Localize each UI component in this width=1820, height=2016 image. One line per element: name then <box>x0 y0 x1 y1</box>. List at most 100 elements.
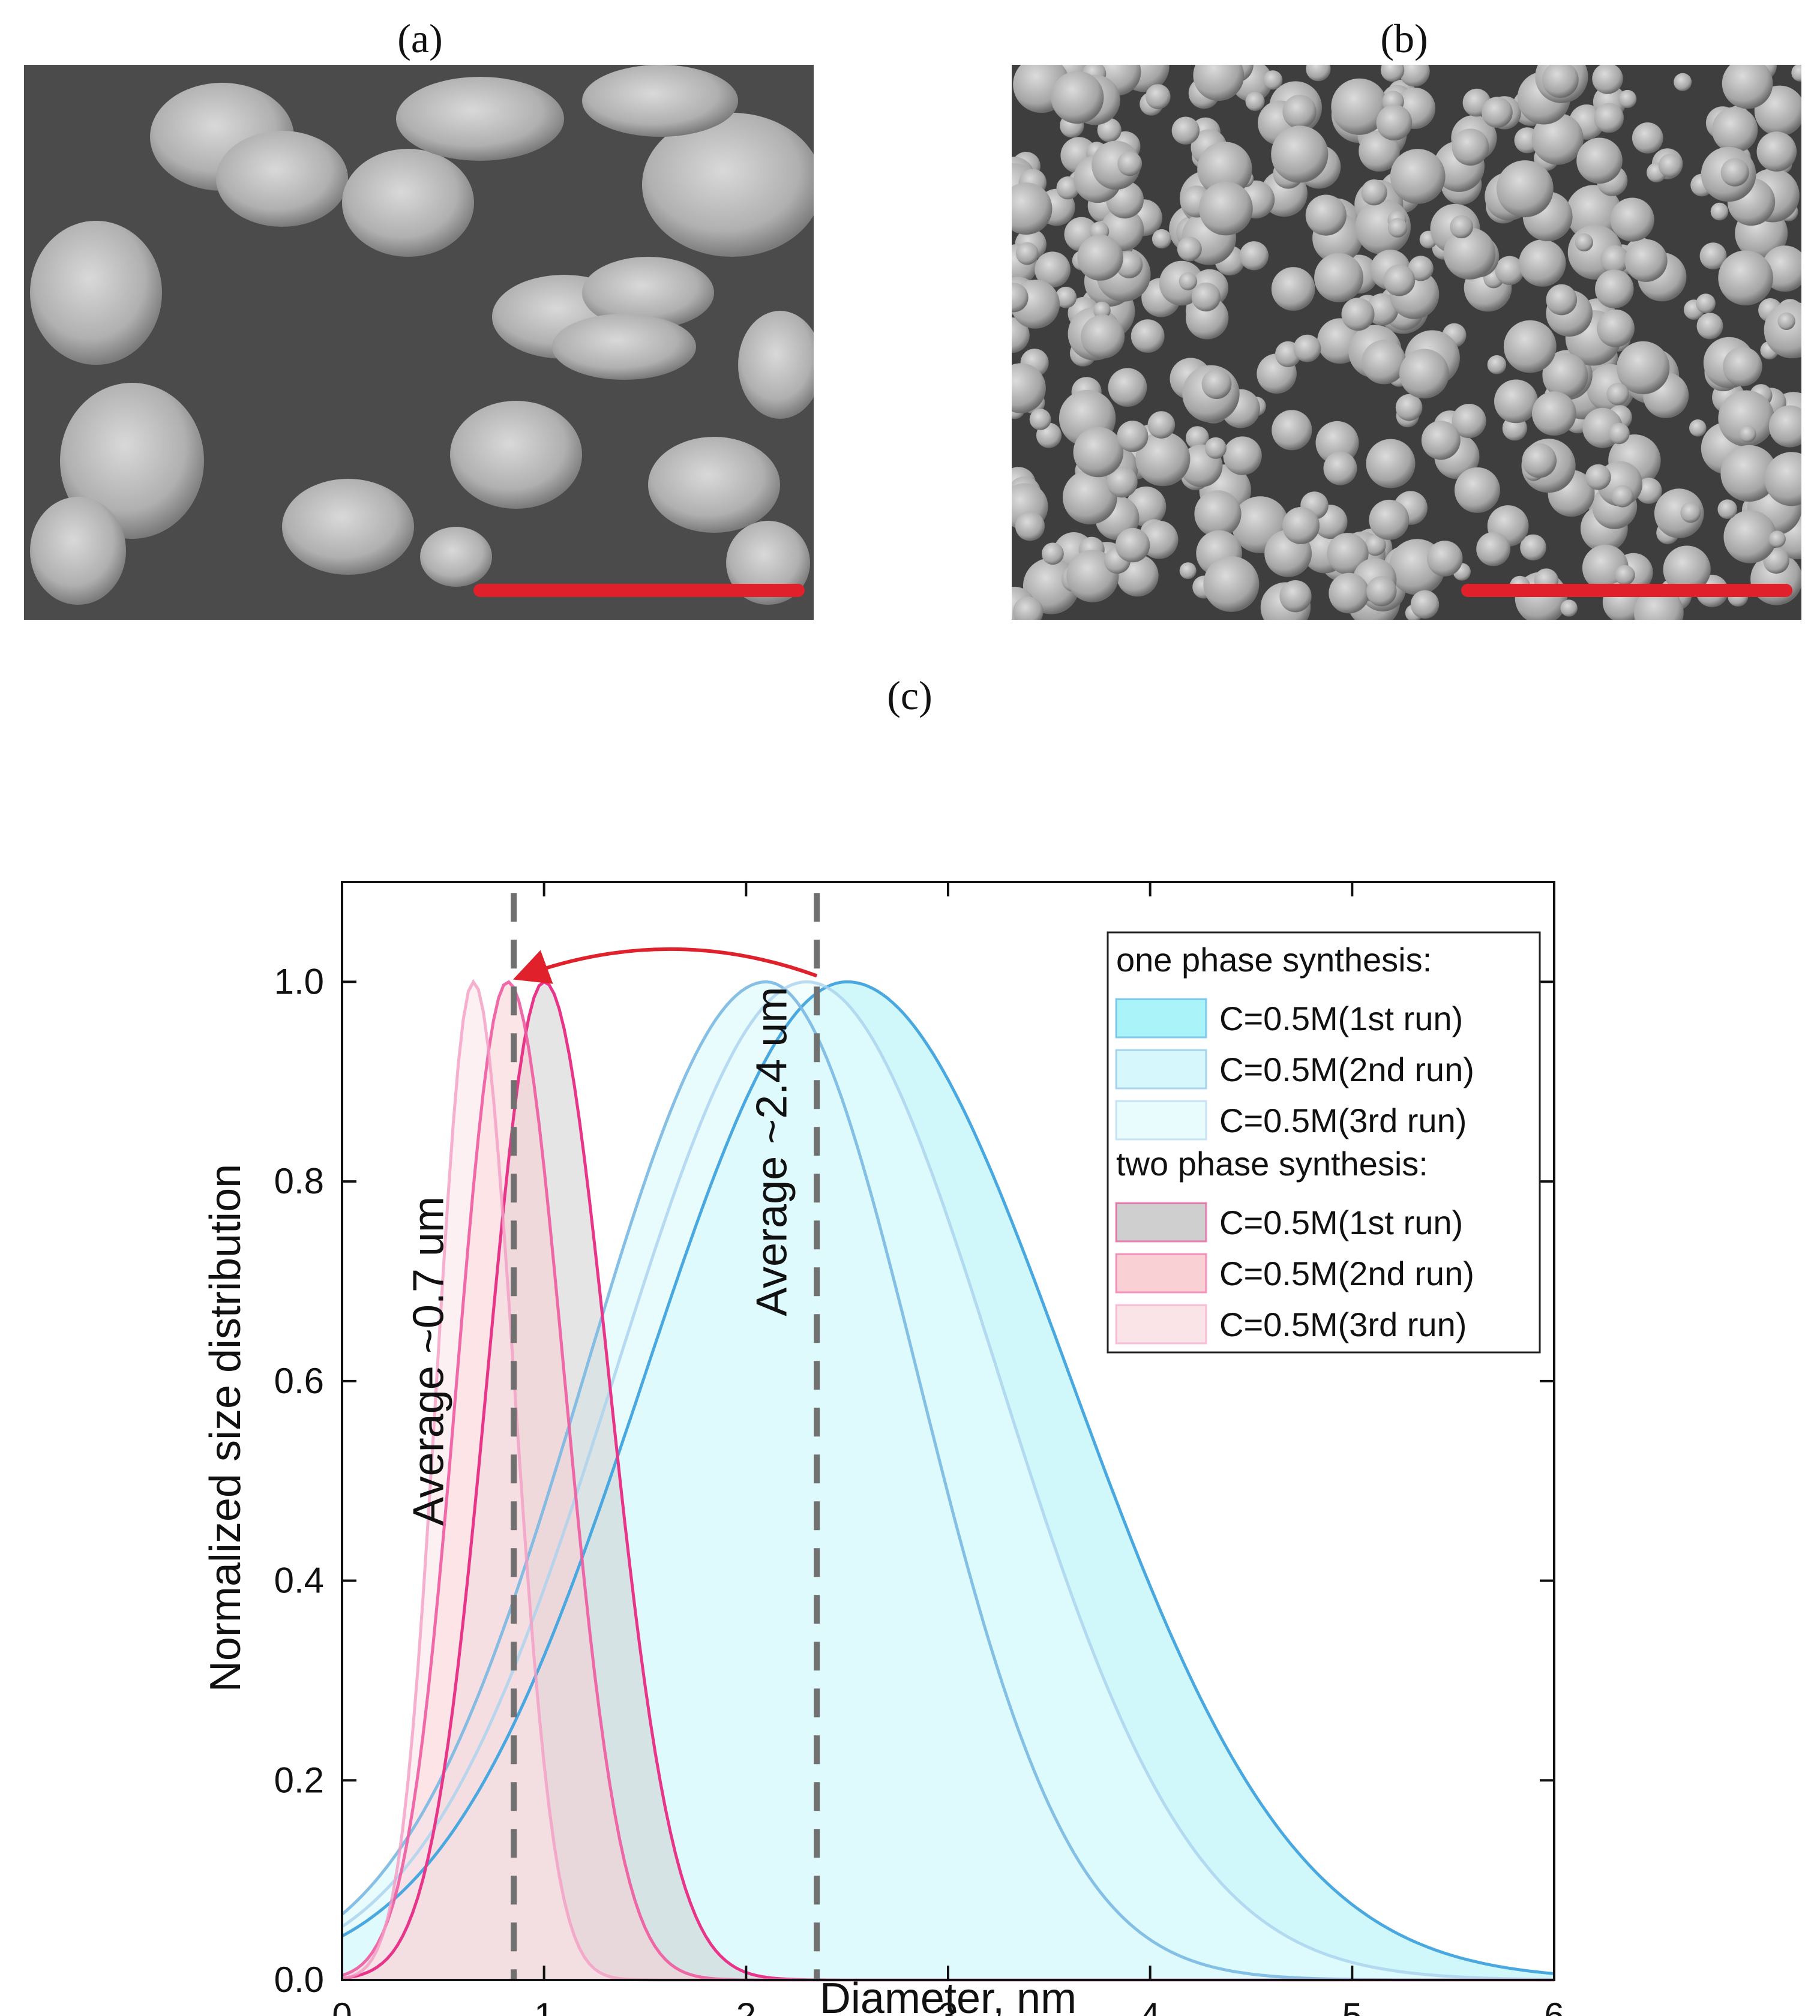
sem-particle <box>1239 241 1269 271</box>
sem-particle <box>1073 427 1124 478</box>
x-tick-label: 6 <box>1544 1996 1564 2016</box>
sem-particle <box>1199 181 1253 236</box>
sem-particle <box>1663 545 1711 593</box>
sem-particle <box>1204 437 1227 459</box>
legend-swatch <box>1115 1100 1207 1141</box>
sem-particle <box>1035 251 1071 288</box>
sem-particle <box>1595 269 1634 308</box>
sem-particle <box>1201 369 1232 399</box>
sem-particle <box>1077 235 1123 281</box>
sem-particle <box>1575 233 1593 251</box>
sem-particle <box>1410 590 1440 619</box>
sem-particle <box>1115 527 1150 563</box>
sem-particle <box>1696 313 1723 340</box>
series-area-5 <box>342 982 1554 1980</box>
sem-particle <box>1720 158 1749 187</box>
sem-particle <box>1191 282 1221 312</box>
series-line-0 <box>341 980 1555 1975</box>
sem-particle <box>1390 149 1446 204</box>
sem-image-a <box>24 65 814 620</box>
sem-particle <box>1140 520 1179 559</box>
sem-particle <box>1135 431 1191 487</box>
sem-particle <box>1271 267 1315 311</box>
sem-particle <box>1452 128 1489 166</box>
sem-particle <box>1522 443 1557 478</box>
sem-particle <box>1520 534 1546 561</box>
sem-particle <box>1777 312 1795 330</box>
sem-particle <box>1617 341 1670 395</box>
sem-particle <box>1495 256 1524 285</box>
sem-particle <box>1117 421 1149 452</box>
sem-particle <box>1608 422 1630 445</box>
sem-particle <box>1186 426 1209 449</box>
sem-particle <box>1720 445 1777 502</box>
sem-particle <box>1680 502 1701 523</box>
y-tick-label: 0.4 <box>274 1561 324 1601</box>
panel-a-label: (a) <box>397 16 443 61</box>
sem-particle <box>1594 103 1624 133</box>
sem-particle <box>1012 182 1053 235</box>
sem-particle <box>1756 131 1797 172</box>
sem-particle <box>1383 264 1416 296</box>
sem-particle <box>1791 65 1801 82</box>
sem-particle <box>1739 425 1756 443</box>
sem-particle <box>1764 452 1801 506</box>
sem-particle <box>1546 284 1578 316</box>
sem-particle <box>1282 506 1320 544</box>
x-tick-label: 0 <box>332 1996 352 2016</box>
sem-particle <box>1179 272 1197 290</box>
sem-particle <box>1482 97 1513 128</box>
sem-particle <box>1272 410 1312 451</box>
sem-particle <box>1194 490 1242 538</box>
sem-particle <box>1263 70 1283 90</box>
sem-particle <box>1624 239 1668 282</box>
sem-particle <box>1600 245 1629 274</box>
legend-entry-label: C=0.5M(3rd run) <box>1219 1102 1467 1139</box>
sem-particle <box>1560 599 1578 617</box>
shift-arrow <box>512 947 818 984</box>
sem-particle <box>1654 488 1704 538</box>
legend-entry-label: C=0.5M(2nd run) <box>1219 1051 1474 1088</box>
sem-particle <box>1618 89 1637 109</box>
legend-swatch <box>1115 1304 1207 1345</box>
sem-particle <box>1443 227 1496 280</box>
x-tick-label: 3 <box>938 1996 958 2016</box>
legend-group-title-0: one phase synthesis: <box>1116 941 1432 979</box>
sem-particle <box>1496 160 1554 218</box>
sem-particle <box>1387 218 1408 238</box>
sem-particle <box>1610 197 1654 242</box>
y-tick-label: 0.2 <box>274 1760 324 1800</box>
sem-particle <box>1341 298 1375 331</box>
sem-particle <box>1197 142 1252 197</box>
sem-particle <box>1177 236 1202 262</box>
sem-particle <box>1494 379 1538 424</box>
sem-particle <box>1519 239 1566 287</box>
sem-particle <box>1592 65 1623 94</box>
sem-particle <box>1768 530 1786 548</box>
sem-particle <box>1171 116 1200 145</box>
sem-particle <box>1055 286 1077 308</box>
y-tick-label: 0.0 <box>274 1960 324 2000</box>
legend-swatch <box>1115 1253 1207 1294</box>
sem-particle <box>1717 499 1737 519</box>
sem-particle <box>1093 301 1111 319</box>
sem-particle <box>1107 466 1138 498</box>
sem-particle <box>1426 541 1463 577</box>
sem-particle <box>1282 95 1317 129</box>
sem-particle <box>1585 464 1611 490</box>
sem-particle <box>1718 390 1775 447</box>
legend-swatch <box>1115 1049 1207 1090</box>
legend-entry-label: C=0.5M(1st run) <box>1219 1204 1463 1241</box>
sem-particle <box>1271 125 1329 183</box>
sem-particle <box>1689 419 1707 437</box>
sem-particle <box>1566 185 1622 241</box>
x-tick-label: 4 <box>1140 1996 1160 2016</box>
sem-image-b <box>1012 65 1801 620</box>
sem-particle <box>1327 533 1369 575</box>
sem-particle <box>1718 250 1773 306</box>
sem-particle <box>1369 499 1410 540</box>
sem-particle <box>1606 383 1629 406</box>
sem-particle <box>1722 65 1773 109</box>
legend-swatch <box>1115 998 1207 1039</box>
sem-particle <box>1042 542 1064 565</box>
